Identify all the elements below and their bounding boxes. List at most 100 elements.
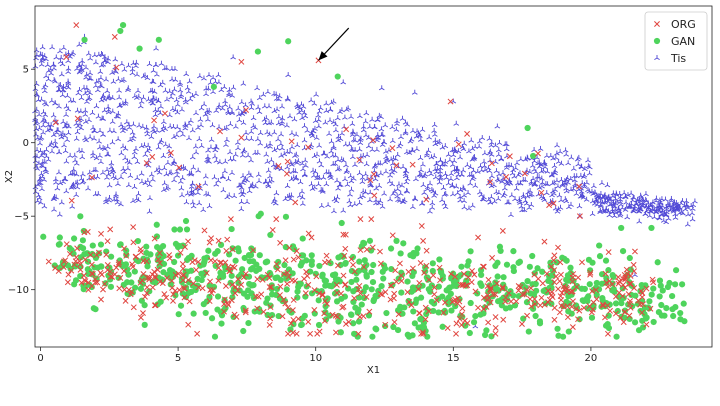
org-point <box>638 309 645 316</box>
tis-point <box>335 185 341 191</box>
tis-point <box>415 130 422 136</box>
org-point <box>436 264 443 271</box>
tis-point <box>653 209 659 215</box>
tis-point <box>65 78 71 84</box>
org-point <box>455 141 462 148</box>
org-point <box>626 312 633 319</box>
tis-point <box>58 199 65 205</box>
org-point <box>279 313 286 320</box>
org-point <box>288 138 295 145</box>
gan-point <box>659 287 666 294</box>
gan-point <box>656 293 663 300</box>
tis-point <box>190 164 197 170</box>
org-point <box>77 261 84 268</box>
gan-point <box>206 293 213 300</box>
org-point <box>181 294 188 301</box>
gan-point <box>246 280 253 288</box>
gan-point <box>467 248 474 255</box>
gan-point <box>576 316 583 323</box>
gan-point <box>235 248 242 255</box>
tis-point <box>39 159 46 165</box>
gan-point <box>510 267 517 275</box>
org-point <box>333 329 339 336</box>
tis-point <box>174 101 181 107</box>
tis-point <box>44 62 51 68</box>
org-point <box>621 271 628 278</box>
org-point <box>351 295 358 302</box>
tis-point <box>630 207 637 213</box>
tis-point <box>73 192 80 198</box>
tis-point <box>539 179 546 185</box>
tis-point <box>58 54 64 60</box>
org-point <box>73 22 80 29</box>
gan-point <box>262 259 269 266</box>
tis-point <box>116 94 122 100</box>
tis-point <box>447 157 453 163</box>
tis-point <box>155 144 162 150</box>
gan-point <box>618 224 625 232</box>
tis-point <box>519 207 525 213</box>
gan-point <box>134 237 142 245</box>
tis-point <box>198 143 205 148</box>
tis-point <box>466 172 473 178</box>
tis-point <box>657 197 663 203</box>
tis-point <box>56 87 63 93</box>
tis-point <box>487 148 494 154</box>
gan-point <box>143 243 150 250</box>
tis-point <box>171 159 178 165</box>
tis-point <box>41 116 47 122</box>
org-point <box>464 282 471 289</box>
tis-point <box>460 184 466 190</box>
org-point <box>471 271 478 278</box>
tis-point <box>394 152 401 157</box>
tis-point <box>58 71 65 77</box>
org-point <box>503 174 510 180</box>
org-point <box>266 321 273 328</box>
tis-point <box>563 198 570 204</box>
tis-point <box>555 158 562 164</box>
org-point <box>63 54 70 60</box>
points-layer <box>32 22 698 340</box>
tis-point <box>135 93 142 99</box>
org-point <box>444 325 451 331</box>
tis-point <box>381 190 388 196</box>
gan-point <box>294 294 301 301</box>
tis-point <box>126 159 133 165</box>
tis-point <box>85 185 91 191</box>
tis-point <box>245 152 251 158</box>
org-point <box>647 305 654 312</box>
tis-point <box>491 182 497 188</box>
gan-point <box>125 271 132 278</box>
tis-point <box>252 183 259 189</box>
arrow-head <box>318 51 328 61</box>
org-point <box>62 257 69 264</box>
org-point <box>195 183 202 190</box>
org-point <box>311 287 318 294</box>
gan-point <box>70 235 78 242</box>
gan-point <box>194 275 201 283</box>
tis-point <box>384 156 390 161</box>
gan-point <box>442 309 449 316</box>
gan-point <box>619 247 627 255</box>
tis-point <box>359 179 366 185</box>
org-point <box>121 268 128 275</box>
tis-point <box>520 176 527 182</box>
tis-point <box>105 55 112 61</box>
tis-point <box>41 84 47 90</box>
org-point <box>617 314 624 321</box>
tis-point <box>54 127 60 133</box>
tis-point <box>252 124 258 130</box>
tis-point <box>538 193 545 199</box>
tis-point <box>371 124 378 130</box>
tis-point <box>37 199 44 205</box>
gan-point <box>449 270 457 277</box>
tis-point <box>63 103 70 109</box>
gan-point <box>122 261 130 268</box>
org-point <box>253 293 259 300</box>
org-point <box>295 254 302 261</box>
org-point <box>189 259 196 265</box>
org-point <box>224 236 231 243</box>
tis-point <box>489 173 495 179</box>
org-point <box>557 293 564 300</box>
org-point <box>166 255 173 262</box>
